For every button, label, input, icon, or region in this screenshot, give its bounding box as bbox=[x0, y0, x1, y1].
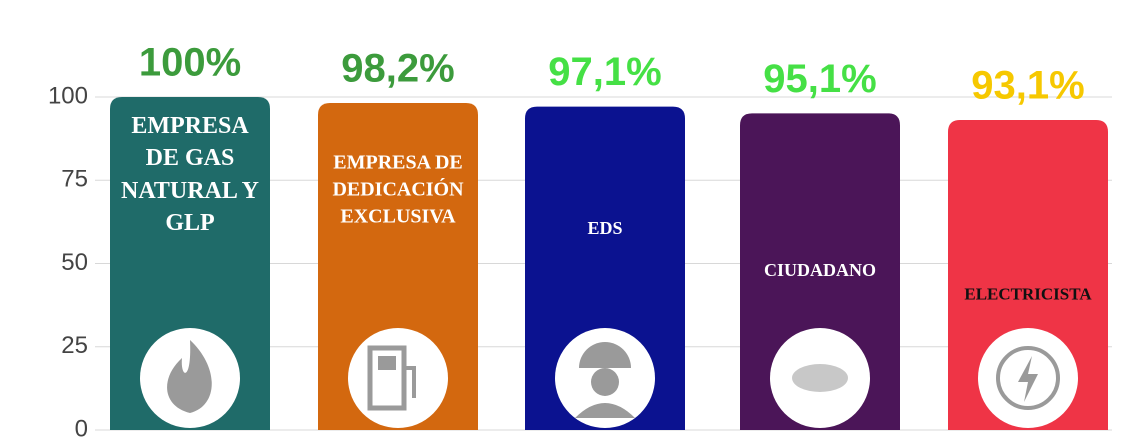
flame bbox=[167, 340, 212, 413]
value-label: 93,1% bbox=[971, 64, 1084, 108]
icon bbox=[140, 328, 240, 428]
value-label: 100% bbox=[139, 41, 241, 85]
helmet bbox=[579, 342, 631, 368]
y-tick-label: 100 bbox=[48, 82, 88, 109]
y-tick-label: 25 bbox=[61, 332, 88, 359]
value-label: 95,1% bbox=[763, 57, 876, 101]
value-label: 98,2% bbox=[341, 47, 454, 91]
y-tick-label: 0 bbox=[75, 415, 88, 442]
icon bbox=[770, 328, 870, 428]
pump bbox=[367, 345, 407, 411]
pump-hose bbox=[404, 366, 416, 398]
bolt bbox=[1018, 356, 1038, 402]
category-label: CIUDADANO bbox=[764, 259, 876, 280]
body bbox=[575, 403, 635, 418]
category-label: EMPRESA DE DEDICACIÓN EXCLUSIVA bbox=[332, 151, 464, 228]
ring bbox=[996, 346, 1060, 410]
value-label: 97,1% bbox=[548, 50, 661, 94]
icon bbox=[348, 328, 448, 428]
pump-screen bbox=[378, 356, 396, 370]
hands bbox=[792, 364, 848, 392]
icon bbox=[555, 328, 655, 428]
y-tick-label: 75 bbox=[61, 166, 88, 193]
category-label: ELECTRICISTA bbox=[964, 284, 1092, 304]
category-label: EMPRESA DE GAS NATURAL Y GLP bbox=[120, 113, 259, 237]
icon-circle bbox=[348, 328, 448, 428]
bar bbox=[110, 97, 270, 430]
head bbox=[591, 368, 619, 396]
icon bbox=[978, 328, 1078, 428]
category-label: EDS bbox=[587, 217, 623, 238]
y-tick-label: 50 bbox=[61, 249, 88, 276]
